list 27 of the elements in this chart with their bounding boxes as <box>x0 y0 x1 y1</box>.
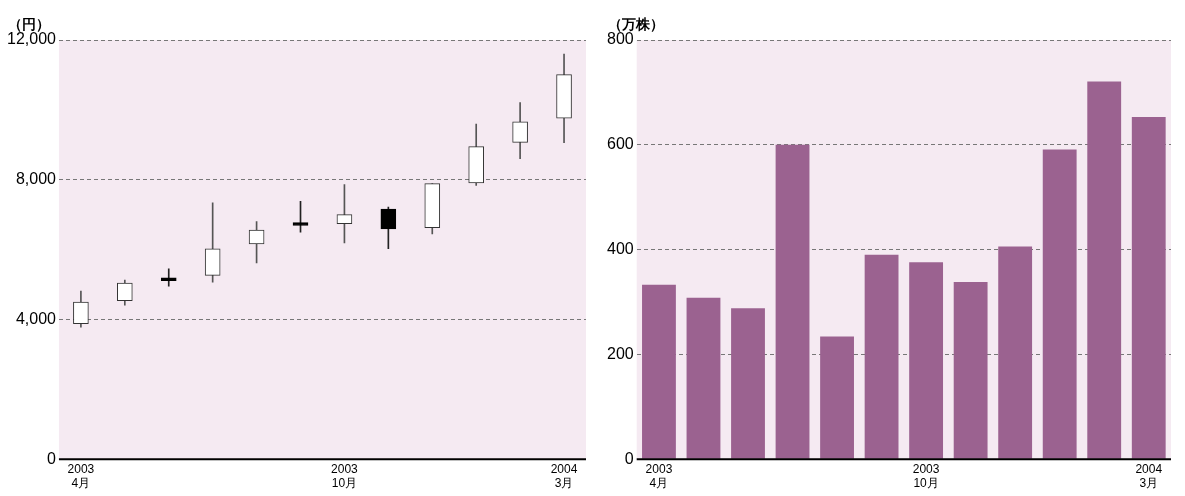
bar <box>998 246 1033 459</box>
bar <box>909 262 944 459</box>
x-tick-label: 2003 4月 <box>645 461 673 491</box>
bar <box>1131 117 1166 459</box>
y-axis-title: （万株） <box>608 15 664 32</box>
bar <box>1087 81 1122 459</box>
x-tick-label: 2003 10月 <box>331 461 359 491</box>
bar <box>820 336 854 459</box>
y-tick-label: 400 <box>606 240 634 258</box>
y-tick-label: 0 <box>624 449 634 467</box>
bar <box>731 308 765 459</box>
y-tick-label: 0 <box>47 449 57 467</box>
bar <box>953 282 988 459</box>
bar <box>775 144 810 459</box>
x-tick-label: 2004 3月 <box>1135 461 1163 491</box>
y-axis-title: （円） <box>8 15 50 32</box>
x-tick-label: 2004 3月 <box>550 461 578 491</box>
bar <box>642 284 676 459</box>
y-tick-label: 8,000 <box>15 170 57 188</box>
x-tick-label: 2003 10月 <box>912 461 940 491</box>
bar <box>1042 149 1077 459</box>
bar <box>686 297 721 459</box>
bar <box>864 254 899 459</box>
x-tick-label: 2003 4月 <box>67 461 95 491</box>
y-tick-label: 4,000 <box>15 309 57 327</box>
y-tick-label: 200 <box>606 344 634 362</box>
y-tick-label: 600 <box>606 135 634 153</box>
